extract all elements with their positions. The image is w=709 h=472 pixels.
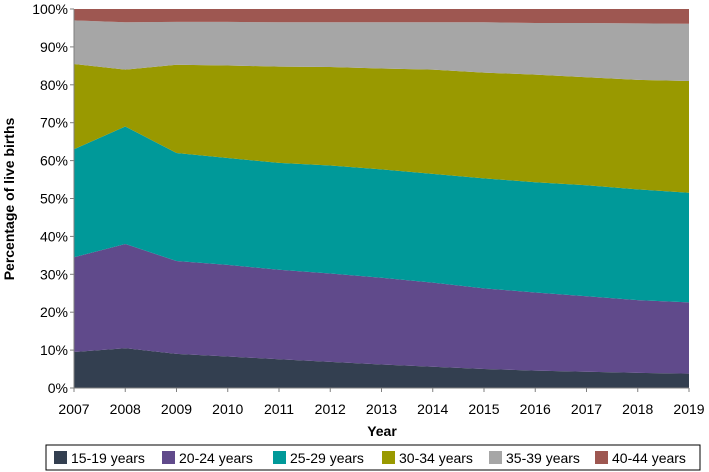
x-tick-label: 2013 (366, 401, 397, 417)
axes: 0% 10% 20% 30% 40% 50% 60% 70% 80% 90% 100% 2007 200… (32, 1, 705, 417)
legend-label: 30-34 years (399, 450, 473, 466)
legend-swatch (162, 451, 175, 464)
x-tick-label: 2017 (571, 401, 602, 417)
x-tick-label: 2018 (622, 401, 653, 417)
x-tick-label: 2012 (315, 401, 346, 417)
x-tick-label: 2010 (212, 401, 243, 417)
legend-box (45, 444, 701, 471)
legend-swatch (273, 451, 286, 464)
area-series-4 (74, 63, 689, 193)
area-series-3 (74, 126, 689, 303)
y-tick-label: 40% (40, 228, 68, 244)
y-tick-label: 80% (40, 77, 68, 93)
area-series-2 (74, 243, 689, 374)
x-tick-label: 2014 (417, 401, 448, 417)
y-tick-label: 90% (40, 39, 68, 55)
y-tick-label: 100% (32, 1, 68, 17)
y-tick-label: 50% (40, 191, 68, 207)
x-tick-label: 2009 (161, 401, 192, 417)
x-tick-label: 2011 (264, 401, 294, 417)
legend-label: 40-44 years (612, 450, 686, 466)
legend-label: 15-19 years (71, 450, 145, 466)
area-series-5 (74, 20, 689, 82)
x-tick-label: 2016 (520, 401, 551, 417)
legend-label: 25-29 years (290, 450, 364, 466)
x-tick-label: 2019 (673, 401, 704, 417)
area-series-6 (74, 9, 689, 24)
y-tick-label: 30% (40, 266, 68, 282)
x-tick-label: 2007 (58, 401, 89, 417)
plot-area (74, 9, 689, 388)
legend-swatch (489, 451, 502, 464)
x-tick-label: 2008 (110, 401, 141, 417)
legend-swatch (54, 451, 67, 464)
y-tick-label: 0% (48, 380, 68, 396)
area-series-1 (74, 348, 689, 388)
x-tick-label: 2015 (468, 401, 499, 417)
y-tick-label: 70% (40, 115, 68, 131)
legend: 15-19 years 20-24 years 25-29 years 30-34 y… (45, 444, 701, 471)
x-axis-title: Year (367, 423, 397, 439)
y-tick-label: 20% (40, 304, 68, 320)
legend-swatch (382, 451, 395, 464)
y-tick-label: 60% (40, 153, 68, 169)
legend-label: 20-24 years (179, 450, 253, 466)
y-axis-title: Percentage of live births (1, 117, 17, 280)
legend-label: 35-39 years (506, 450, 580, 466)
y-tick-label: 10% (40, 342, 68, 358)
legend-swatch (595, 451, 608, 464)
